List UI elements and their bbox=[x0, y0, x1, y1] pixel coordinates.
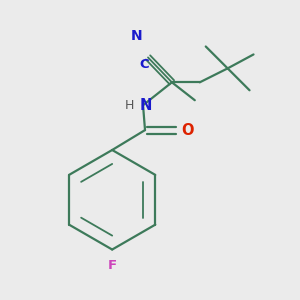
Text: C: C bbox=[139, 58, 149, 71]
Text: N: N bbox=[130, 28, 142, 43]
Text: O: O bbox=[182, 123, 194, 138]
Text: N: N bbox=[140, 98, 152, 113]
Text: H: H bbox=[124, 99, 134, 112]
Text: F: F bbox=[108, 259, 117, 272]
